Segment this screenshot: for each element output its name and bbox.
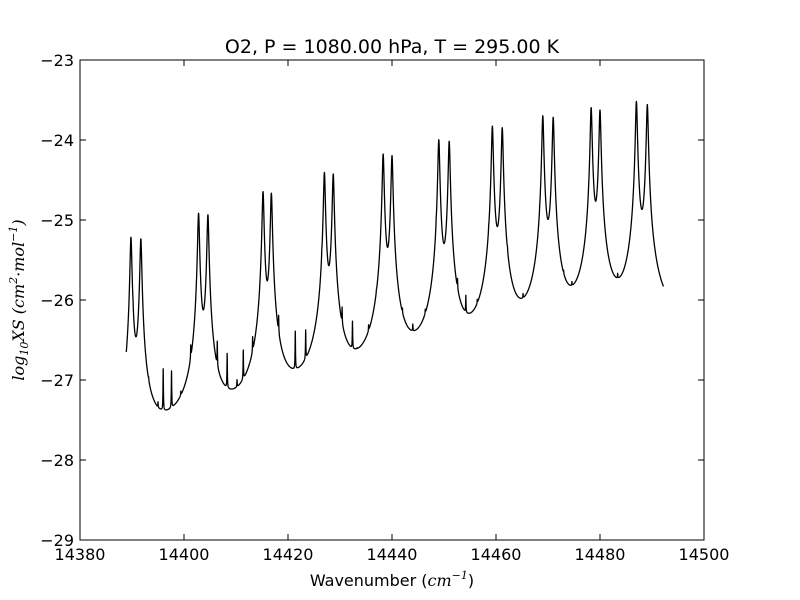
y-axis-label-sub: 10 [18,342,31,356]
x-tick-label: 14480 [575,545,626,564]
y-tick-label: −29 [40,531,74,550]
x-tick-label: 14440 [367,545,418,564]
x-axis: 14380 14400 14420 14440 14460 14480 14500 [55,60,730,564]
y-axis-label-sup1: 2 [7,277,20,285]
series-line [125,100,665,411]
x-axis-label: Wavenumber (cm−1) [310,569,474,590]
x-tick-label: 14420 [263,545,314,564]
y-axis-label: log10XS (cm2·mol−1) [7,219,31,380]
x-tick-label: 14460 [471,545,522,564]
y-axis-label-sup2: −1 [7,226,20,242]
x-axis-label-sup: −1 [452,569,468,582]
y-tick-label: −24 [40,131,74,150]
y-axis-label-unit1: cm [9,284,28,308]
y-axis-label-log: log [9,356,28,381]
y-axis-label-unit2: mol [9,242,28,272]
y-tick-label: −25 [40,211,74,230]
y-axis-label-dot: · [9,272,28,277]
x-axis-label-prefix: Wavenumber ( [310,571,428,590]
y-tick-label: −28 [40,451,74,470]
y-axis-label-suffix: ) [9,219,28,226]
y-tick-label: −23 [40,51,74,70]
y-axis: −29 −28 −27 −26 −25 −24 −23 [40,51,704,550]
chart-title: O2, P = 1080.00 hPa, T = 295.00 K [225,36,560,58]
y-tick-label: −26 [40,291,74,310]
x-tick-label: 14500 [679,545,730,564]
x-axis-label-suffix: ) [468,571,474,590]
x-axis-label-unit: cm [428,571,452,590]
y-tick-label: −27 [40,371,74,390]
x-tick-label: 14380 [55,545,106,564]
y-axis-label-mid: XS ( [9,307,28,343]
x-tick-label: 14400 [159,545,210,564]
